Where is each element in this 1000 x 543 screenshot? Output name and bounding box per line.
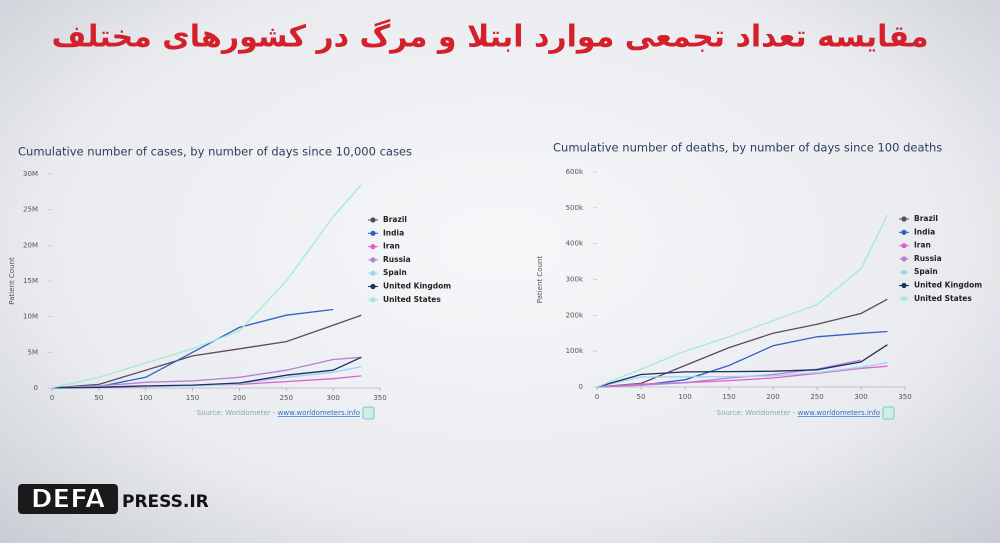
source: Source: Worldometer - www.worldometers.i… (717, 409, 880, 417)
legend-swatch (901, 269, 907, 275)
legend-swatch (370, 297, 376, 303)
legend-swatch (901, 256, 907, 262)
y-tick-label: 20M (23, 241, 38, 249)
legend-swatch (901, 229, 907, 235)
legend-label: United States (914, 294, 972, 303)
y-tick-label: 500k (566, 204, 584, 212)
x-tick-label: 150 (722, 393, 735, 401)
y-tick-label: 100k (566, 347, 584, 355)
chart-title: Cumulative number of deaths, by number o… (553, 141, 942, 155)
y-tick-label: 200k (566, 311, 584, 319)
series-line (51, 184, 362, 389)
legend-label: India (383, 228, 404, 237)
chart-title: Cumulative number of cases, by number of… (18, 145, 412, 159)
legend-label: Iran (383, 242, 400, 251)
x-tick-label: 150 (186, 394, 199, 402)
x-tick-label: 0 (50, 394, 54, 402)
series-line (596, 330, 888, 388)
legend-swatch (901, 296, 907, 302)
source: Source: Worldometer - www.worldometers.i… (197, 409, 360, 417)
y-tick-label: 0 (579, 383, 583, 391)
logo-brand: DEFA (31, 485, 105, 515)
legend-label: India (914, 227, 935, 236)
legend-swatch (370, 230, 376, 236)
legend-label: Brazil (383, 215, 407, 224)
legend-swatch (370, 217, 376, 223)
y-axis-label: Patient Count (8, 257, 16, 305)
y-tick-label: 5M (28, 348, 39, 356)
logo-domain: PRESS.IR (122, 492, 209, 512)
x-tick-label: 50 (94, 394, 103, 402)
legend-swatch (370, 257, 376, 263)
x-tick-label: 300 (854, 393, 867, 401)
legend-label: United States (383, 295, 441, 304)
series-line (596, 365, 888, 388)
source-text: Source: Worldometer - (717, 409, 798, 417)
x-tick-label: 250 (810, 393, 823, 401)
series-line (596, 344, 888, 388)
page-title: مقایسه تعداد تجمعی موارد ابتلا و مرگ در … (51, 19, 928, 55)
y-axis-label: Patient Count (536, 256, 544, 304)
legend-swatch (370, 270, 376, 276)
legend-label: Spain (914, 267, 938, 276)
legend-swatch (370, 283, 376, 290)
y-tick-label: 30M (23, 170, 38, 178)
x-tick-label: 100 (678, 393, 691, 401)
source-icon (882, 406, 895, 420)
legend-label: Russia (914, 254, 942, 263)
x-tick-label: 200 (766, 393, 779, 401)
legend-swatch (901, 216, 907, 222)
legend-label: Iran (914, 241, 931, 250)
x-tick-label: 50 (637, 393, 646, 401)
y-tick-label: 300k (566, 276, 584, 284)
series-line (51, 314, 362, 389)
x-tick-label: 350 (898, 393, 911, 401)
legend-label: United Kingdom (383, 282, 451, 291)
source-text: Source: Worldometer - (197, 409, 278, 417)
logo-box (18, 484, 118, 514)
series-line (596, 298, 888, 388)
x-tick-label: 350 (373, 394, 386, 402)
x-tick-label: 250 (280, 394, 293, 402)
x-tick-label: 300 (326, 394, 339, 402)
x-tick-label: 200 (233, 394, 246, 402)
y-tick-label: 0 (34, 384, 38, 392)
legend-label: Brazil (914, 214, 938, 223)
y-tick-label: 600k (566, 168, 584, 176)
series-line (51, 356, 362, 389)
series-line (596, 359, 862, 388)
source-link[interactable]: www.worldometers.info (278, 409, 360, 417)
legend-label: United Kingdom (914, 281, 982, 290)
legend-label: Spain (383, 268, 407, 277)
series-line (51, 356, 362, 389)
legend-swatch (901, 243, 907, 249)
y-tick-label: 400k (566, 240, 584, 248)
source-link[interactable]: www.worldometers.info (798, 409, 880, 417)
legend-swatch (370, 244, 376, 250)
y-tick-label: 25M (23, 206, 38, 214)
legend-swatch (901, 282, 907, 289)
y-tick-label: 15M (23, 277, 38, 285)
source-icon (362, 406, 375, 420)
y-tick-label: 10M (23, 313, 38, 321)
series-line (596, 361, 888, 388)
x-tick-label: 100 (139, 394, 152, 402)
series-line (596, 214, 888, 388)
legend-label: Russia (383, 255, 411, 264)
x-tick-label: 0 (595, 393, 599, 401)
